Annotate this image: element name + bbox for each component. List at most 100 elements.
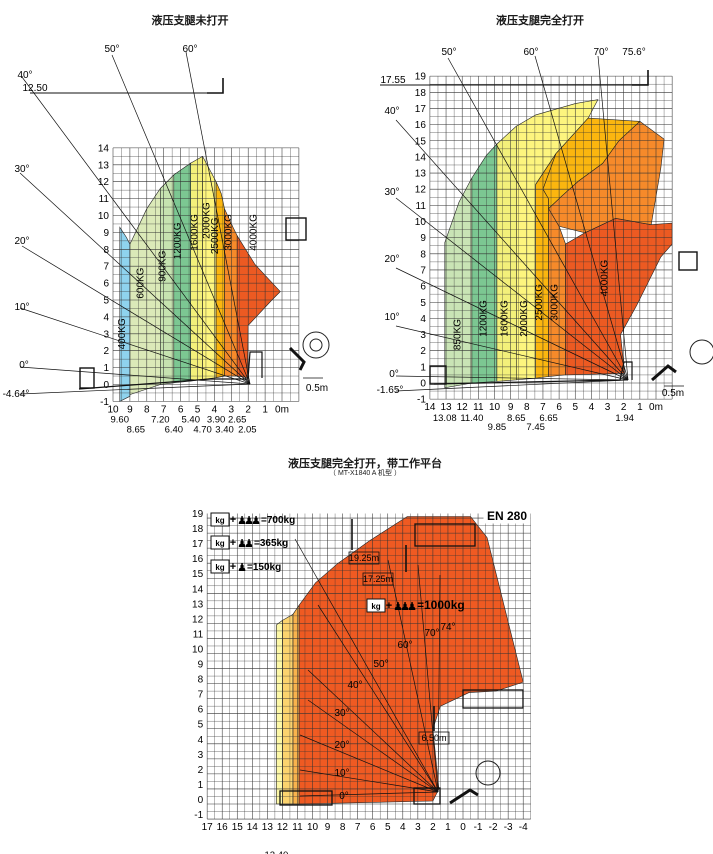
capacity-label: 2500KG <box>210 217 221 254</box>
y-tick-label: 3 <box>420 330 426 341</box>
tip-marker <box>207 78 224 94</box>
boom-angle-line <box>395 267 629 381</box>
boom-angle-line <box>19 383 251 395</box>
y-tick-label: 12 <box>192 614 204 625</box>
boom-tip-frame <box>678 251 698 271</box>
angle-label: 20° <box>334 740 349 751</box>
angle-label: -4.64° <box>3 389 30 400</box>
platform-basket <box>413 787 441 805</box>
person-icon: ♟ <box>244 515 254 527</box>
y-tick-label: 13 <box>192 599 204 610</box>
x-tick-label: 3 <box>415 822 421 833</box>
angle-label: 30° <box>334 708 349 719</box>
angle-label: 60° <box>523 47 538 58</box>
plus-sign: + <box>230 561 236 573</box>
y-tick-label: 7 <box>198 690 204 701</box>
x-subtick-label: 8.65 <box>507 413 526 424</box>
y-tick-label: 5 <box>420 298 426 309</box>
x-tick-label: -2 <box>489 822 498 833</box>
x-tick-label: 15 <box>232 822 244 833</box>
y-tick-label: 3 <box>198 750 204 761</box>
load-zone-8 <box>236 234 281 379</box>
capacity-label: 1600KG <box>499 300 510 337</box>
angle-label: 20° <box>14 236 29 247</box>
x-tick-label: 7 <box>355 822 361 833</box>
load-legend-text: =150kg <box>247 562 281 573</box>
x-tick-label: 2 <box>621 402 627 413</box>
capacity-label: 1200KG <box>173 222 184 259</box>
load-zone-1 <box>471 143 498 384</box>
wheel-icon <box>689 339 713 365</box>
boom-angle-line <box>395 379 629 392</box>
y-tick-label: -1 <box>100 397 109 408</box>
capacity-label: 3000KG <box>549 284 560 321</box>
x-tick-label: 10 <box>489 402 501 413</box>
height-label: 17.25m <box>363 574 393 584</box>
angle-label: 10° <box>384 312 399 323</box>
x-subtick-label: 3.40 <box>215 424 234 435</box>
x-subtick-label: 11.40 <box>460 413 483 424</box>
height-label: 19.25m <box>349 553 379 563</box>
boom-angle-line <box>395 119 629 381</box>
x-tick-label: 5 <box>572 402 578 413</box>
boom-angle-line <box>387 559 439 793</box>
y-tick-label: 11 <box>99 194 110 205</box>
angle-label: 0° <box>19 360 29 371</box>
x-tick-label: 14 <box>247 822 259 833</box>
person-icon: ♟ <box>244 538 254 550</box>
weight-icon <box>210 512 230 527</box>
capacity-label: 850KG <box>453 319 464 350</box>
angle-label: 50° <box>441 47 456 58</box>
x-tick-label: 9 <box>127 404 133 415</box>
x-tick-label: 12 <box>457 402 469 413</box>
weight-icon-label: kg <box>215 563 224 572</box>
weight-icon <box>210 535 230 550</box>
angle-label: 20° <box>384 254 399 265</box>
height-label-frame <box>362 572 394 586</box>
scale-label: 0.5m <box>306 383 328 394</box>
plus-sign: + <box>230 537 236 549</box>
load-zone-0 <box>444 177 473 389</box>
y-tick-label: 19 <box>415 72 427 83</box>
load-zone-2 <box>282 613 294 805</box>
boom-angle-line <box>437 574 441 793</box>
y-tick-label: 6 <box>198 705 204 716</box>
counterweight-frame <box>79 367 95 389</box>
person-icon: ♟ <box>237 538 247 550</box>
boom-angle-line <box>21 245 251 385</box>
load-legend-text: =365kg <box>254 538 288 549</box>
x-tick-label: 9 <box>325 822 331 833</box>
chart2-title: 液压支腿完全打开 <box>496 15 584 27</box>
capacity-label: 400KG <box>117 318 128 349</box>
boom-angle-line <box>21 76 251 385</box>
person-icon: ♟ <box>393 601 403 613</box>
y-tick-label: 0 <box>103 380 109 391</box>
x-subtick-label: 12.40 <box>264 850 288 854</box>
person-icon: ♟ <box>407 601 417 613</box>
capacity-label: 4000KG <box>600 259 611 296</box>
y-tick-label: 15 <box>192 569 204 580</box>
x-tick-label: 9 <box>508 402 514 413</box>
x-tick-label: 2 <box>245 404 251 415</box>
angle-label: 70° <box>593 47 608 58</box>
person-icon: ♟ <box>251 515 261 527</box>
chart3-model: （ MT-X1840 A 机型 ） <box>329 470 401 477</box>
boom-angle-line <box>19 366 251 385</box>
weight-icon <box>366 598 386 613</box>
counterweight-frame <box>429 365 447 385</box>
x-subtick-label: 6.40 <box>165 424 184 435</box>
angle-label: 30° <box>14 164 29 175</box>
x-tick-label: 0m <box>275 404 289 415</box>
x-tick-label: -1 <box>474 822 483 833</box>
y-tick-label: 13 <box>98 160 110 171</box>
x-subtick-label: 1.94 <box>615 413 634 424</box>
y-tick-label: 17 <box>415 104 427 115</box>
y-tick-label: 14 <box>415 152 427 163</box>
x-tick-label: 2 <box>430 822 436 833</box>
capacity-label: 600KG <box>135 267 146 298</box>
angle-label: 50° <box>104 44 119 55</box>
x-subtick-label: 2.65 <box>228 414 247 425</box>
wheel-hub-icon <box>309 338 323 352</box>
platform-basket <box>279 790 333 806</box>
